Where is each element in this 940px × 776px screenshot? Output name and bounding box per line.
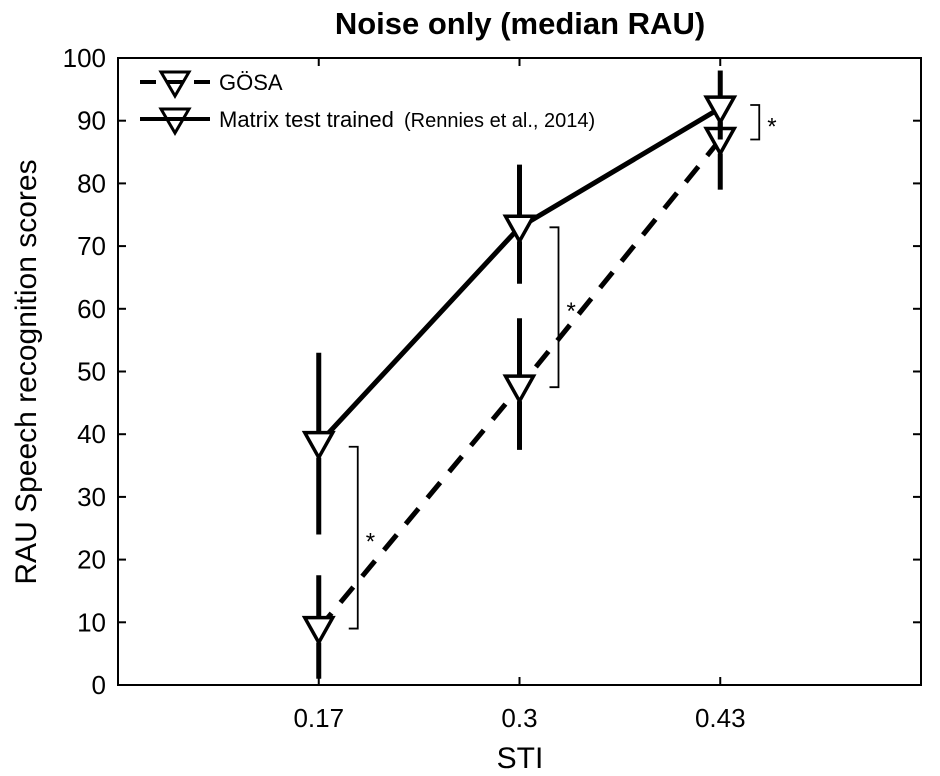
series-layer <box>301 70 738 679</box>
legend: GÖSA Matrix test trained (Rennies et al.… <box>140 70 595 136</box>
y-tick-label: 50 <box>77 357 106 387</box>
data-point <box>301 615 336 647</box>
data-point <box>502 214 537 245</box>
x-axis-label: STI <box>497 742 544 775</box>
significance-bracket <box>549 226 560 389</box>
data-point <box>703 95 738 126</box>
significance-star: * <box>366 529 375 556</box>
significance-bracket <box>348 445 359 630</box>
series-1 <box>301 70 738 535</box>
data-point <box>502 374 537 405</box>
x-axis-ticks: 0.17 0.3 0.43 <box>293 58 746 733</box>
y-axis-label: RAU Speech recognition scores <box>10 159 43 584</box>
legend-label-matrix-citation: (Rennies et al., 2014) <box>404 110 595 132</box>
significance-brackets: * * * <box>348 104 777 630</box>
y-axis-ticks: 0 10 20 30 40 50 60 70 80 90 100 <box>63 43 921 700</box>
y-tick-label: 90 <box>77 106 106 136</box>
x-tick-label: 0.3 <box>501 703 537 733</box>
significance-star: * <box>767 113 776 140</box>
legend-label-matrix-name: Matrix test trained <box>219 107 394 132</box>
y-tick-label: 0 <box>92 670 106 700</box>
x-tick-label: 0.43 <box>695 703 746 733</box>
legend-label-matrix: Matrix test trained (Rennies et al., 201… <box>219 107 595 132</box>
x-tick-label: 0.17 <box>293 703 344 733</box>
y-tick-label: 60 <box>77 294 106 324</box>
legend-marker-matrix <box>158 107 192 136</box>
y-tick-label: 40 <box>77 419 106 449</box>
significance-star: * <box>567 298 576 325</box>
chart-title: Noise only (median RAU) <box>335 6 705 41</box>
y-tick-label: 70 <box>77 231 106 261</box>
y-tick-label: 20 <box>77 545 106 575</box>
y-tick-label: 30 <box>77 482 106 512</box>
data-point <box>301 430 336 462</box>
y-tick-label: 10 <box>77 607 106 637</box>
significance-bracket <box>750 104 761 141</box>
y-tick-label: 80 <box>77 168 106 198</box>
legend-label-gosa: GÖSA <box>219 70 283 95</box>
y-tick-label: 100 <box>63 43 106 73</box>
legend-marker-gosa <box>158 70 192 99</box>
